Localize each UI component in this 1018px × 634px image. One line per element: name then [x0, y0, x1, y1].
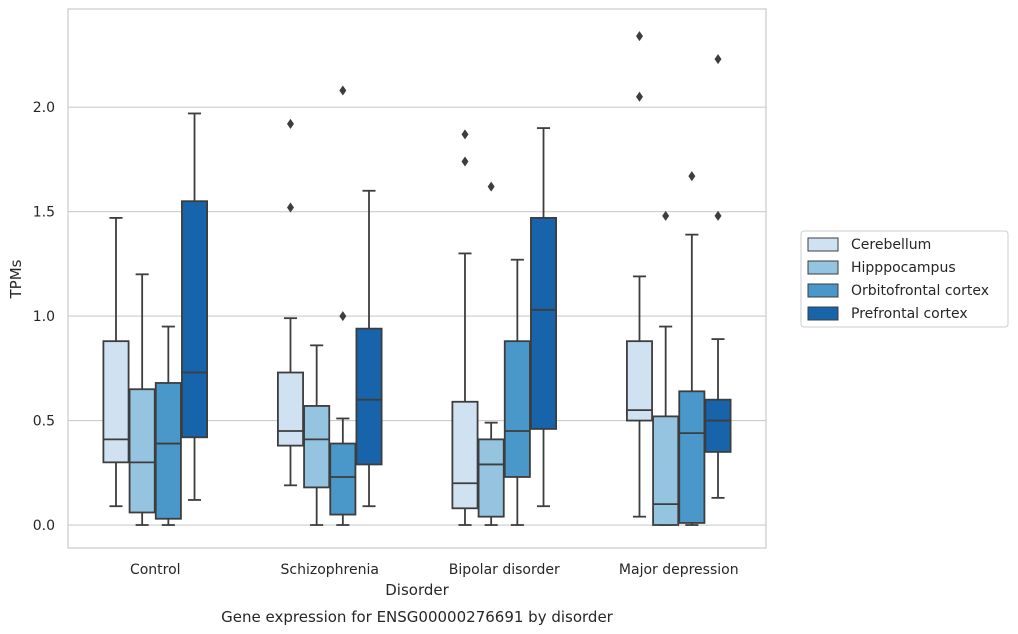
outlier-point — [461, 129, 469, 140]
outlier-point — [286, 202, 294, 213]
box — [652, 210, 680, 526]
box-iqr — [704, 398, 732, 453]
y-tick-labels: 0.0 0.5 1.0 1.5 2.0 — [33, 100, 55, 534]
legend-item: Cerebellum — [807, 237, 931, 253]
box — [329, 85, 357, 526]
x-tick-label: Major depression — [619, 562, 739, 578]
box — [276, 118, 304, 487]
box — [154, 325, 182, 526]
legend-items: Cerebellum Hipppocampus Orbitofrontal cort… — [807, 237, 989, 322]
x-axis-label: Disorder — [385, 581, 449, 599]
box — [704, 54, 732, 499]
x-tick-labels: Control Schizophrenia Bipolar disorder Majo… — [130, 562, 739, 578]
box-iqr — [329, 442, 357, 516]
legend-label: Prefrontal cortex — [851, 306, 968, 322]
y-tick-label: 0.5 — [33, 414, 55, 430]
box-iqr — [503, 340, 531, 478]
box-iqr — [652, 415, 680, 526]
legend-item: Hipppocampus — [807, 260, 956, 276]
box — [503, 258, 531, 526]
plot-area-frame — [67, 8, 767, 549]
y-tick-label: 1.0 — [33, 309, 55, 325]
box-iqr — [128, 388, 156, 514]
box — [181, 112, 209, 501]
legend-frame — [800, 230, 1009, 328]
legend-item: Prefrontal cortex — [807, 306, 968, 322]
outlier-point — [714, 210, 722, 221]
legend-item: Orbitofrontal cortex — [807, 283, 989, 299]
outlier-point — [688, 171, 696, 182]
legend-swatch — [807, 237, 839, 252]
outlier-point — [714, 54, 722, 65]
box-iqr — [355, 327, 383, 466]
y-tick-label: 2.0 — [33, 100, 55, 116]
outlier-point — [286, 118, 294, 129]
box — [128, 273, 156, 526]
box-iqr — [102, 340, 130, 464]
x-tick-label: Control — [130, 562, 181, 578]
box — [355, 189, 383, 508]
outlier-point — [487, 181, 495, 192]
legend-label: Cerebellum — [851, 237, 931, 253]
box-iqr — [530, 217, 557, 430]
outlier-point — [635, 91, 643, 102]
series-cerebellum — [102, 31, 653, 526]
outlier-point — [339, 311, 347, 322]
chart-caption: Gene expression for ENSG00000276691 by d… — [221, 608, 614, 626]
series-orbitofrontal-cortex — [154, 85, 706, 526]
x-tick-label: Schizophrenia — [281, 562, 379, 578]
box-iqr — [154, 382, 182, 520]
box — [530, 127, 557, 508]
y-tick-label: 0.0 — [33, 518, 55, 534]
legend-swatch — [807, 306, 839, 321]
x-tick-label: Bipolar disorder — [449, 562, 560, 578]
legend-swatch — [807, 283, 839, 298]
box — [626, 31, 653, 518]
box-iqr — [181, 200, 209, 439]
series-hipppocampus — [128, 181, 680, 526]
box-series-layer — [102, 31, 732, 526]
legend: Cerebellum Hipppocampus Orbitofrontal cort… — [800, 230, 1009, 328]
legend-swatch — [807, 260, 839, 275]
box-iqr — [303, 405, 331, 489]
box-iqr — [477, 438, 505, 518]
box-iqr — [678, 390, 706, 524]
box-iqr — [451, 400, 479, 510]
box — [678, 171, 706, 526]
box — [303, 344, 331, 526]
box — [477, 181, 505, 526]
outlier-point — [662, 210, 670, 221]
box — [102, 217, 130, 508]
outlier-point — [635, 31, 643, 42]
y-tick-label: 1.5 — [33, 205, 55, 221]
y-axis-label: TPMs — [7, 259, 25, 299]
box-iqr — [276, 371, 304, 447]
outlier-point — [461, 156, 469, 167]
outlier-point — [339, 85, 347, 96]
series-prefrontal-cortex — [181, 54, 732, 508]
legend-label: Orbitofrontal cortex — [851, 283, 989, 299]
box — [451, 129, 479, 526]
legend-label: Hipppocampus — [851, 260, 956, 276]
box-iqr — [626, 340, 653, 422]
